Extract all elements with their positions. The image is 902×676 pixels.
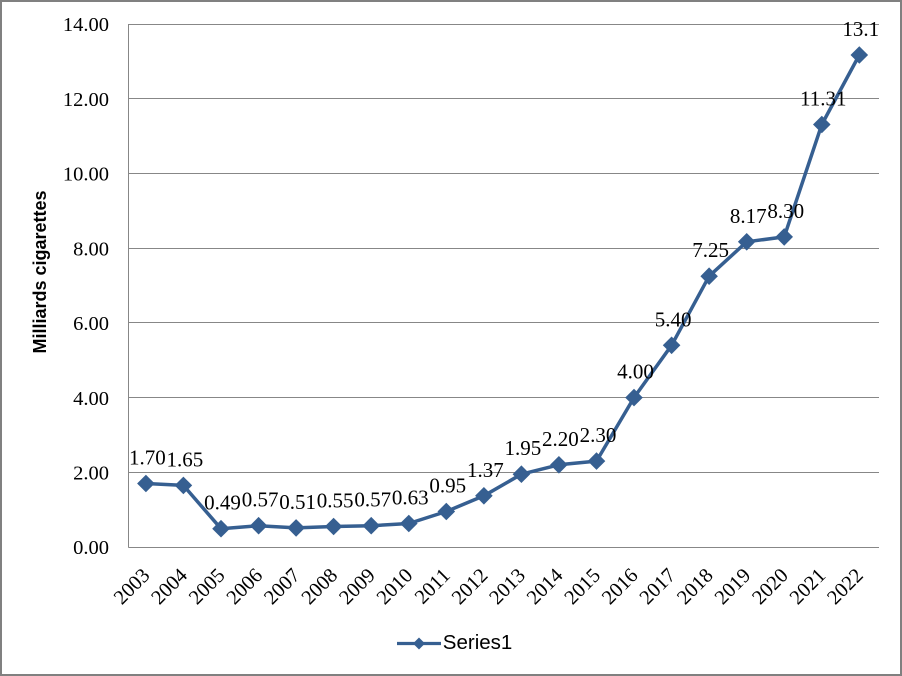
svg-text:2021: 2021 (786, 564, 831, 609)
svg-text:8.00: 8.00 (73, 238, 109, 260)
svg-text:2.20: 2.20 (542, 427, 579, 451)
svg-text:8.17: 8.17 (730, 204, 767, 228)
svg-text:14.00: 14.00 (63, 14, 109, 36)
svg-text:2013: 2013 (485, 564, 530, 609)
svg-text:2004: 2004 (147, 564, 192, 609)
svg-text:7.25: 7.25 (692, 238, 729, 262)
svg-text:2005: 2005 (185, 564, 230, 609)
svg-text:10.00: 10.00 (63, 164, 109, 186)
svg-text:4.00: 4.00 (73, 388, 109, 410)
svg-text:Milliards cigarettes: Milliards cigarettes (30, 190, 50, 353)
svg-text:2022: 2022 (823, 564, 868, 609)
svg-text:2003: 2003 (110, 564, 155, 609)
svg-text:0.49: 0.49 (204, 491, 241, 515)
svg-text:2.00: 2.00 (73, 463, 109, 485)
svg-text:5.40: 5.40 (655, 307, 692, 331)
svg-text:1.95: 1.95 (505, 436, 542, 460)
svg-text:2012: 2012 (448, 564, 493, 609)
svg-text:2.30: 2.30 (580, 423, 617, 447)
svg-text:12.00: 12.00 (63, 89, 109, 111)
svg-text:4.00: 4.00 (617, 360, 654, 384)
svg-text:2010: 2010 (373, 564, 418, 609)
svg-text:Series1: Series1 (443, 631, 513, 654)
svg-text:1.37: 1.37 (467, 458, 504, 482)
svg-text:2007: 2007 (260, 564, 305, 609)
svg-text:2014: 2014 (523, 564, 568, 609)
svg-text:13.1: 13.1 (842, 17, 879, 41)
svg-text:2009: 2009 (335, 564, 380, 609)
svg-text:2011: 2011 (411, 564, 455, 608)
svg-text:2015: 2015 (560, 564, 605, 609)
svg-text:2016: 2016 (598, 564, 643, 609)
svg-text:2017: 2017 (636, 564, 681, 609)
svg-text:0.57: 0.57 (242, 488, 279, 512)
svg-text:2006: 2006 (223, 564, 268, 609)
svg-text:0.95: 0.95 (429, 474, 466, 498)
svg-text:2008: 2008 (298, 564, 343, 609)
svg-text:0.51: 0.51 (279, 490, 316, 514)
svg-text:1.70: 1.70 (129, 446, 166, 470)
svg-text:2020: 2020 (748, 564, 793, 609)
svg-text:0.63: 0.63 (392, 486, 429, 510)
svg-text:0.00: 0.00 (73, 537, 109, 559)
svg-text:2018: 2018 (673, 564, 718, 609)
svg-text:0.57: 0.57 (354, 488, 391, 512)
svg-text:1.65: 1.65 (167, 447, 204, 471)
svg-text:2019: 2019 (711, 564, 756, 609)
svg-text:8.30: 8.30 (767, 199, 804, 223)
svg-text:0.55: 0.55 (317, 489, 354, 513)
svg-text:6.00: 6.00 (73, 313, 109, 335)
svg-text:11.31: 11.31 (800, 87, 846, 111)
